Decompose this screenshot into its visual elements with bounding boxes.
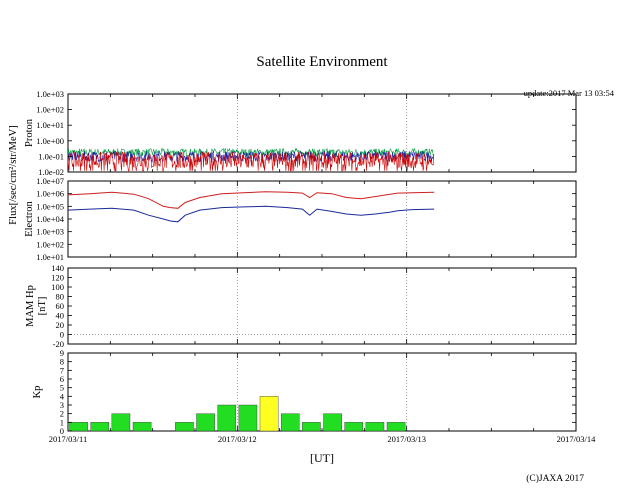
grid-lines: [68, 94, 576, 431]
proton-ytick: 1.0e+01: [36, 120, 64, 130]
kp-bar: [90, 422, 110, 432]
electron-ytick: 1.0e+02: [36, 239, 64, 249]
electron-series: [67, 191, 435, 223]
kp-bar: [69, 422, 88, 432]
kp-ytick: 8: [60, 357, 64, 367]
figure-title: Satellite Environment: [256, 54, 388, 70]
update-timestamp: update:2017 Mar 13 03:54: [524, 88, 615, 98]
proton-high-line: [67, 147, 435, 158]
kp-bar: [386, 422, 406, 432]
kp-bar: [259, 396, 279, 432]
kp-ytick: 0: [60, 426, 64, 436]
kp-ytick: 3: [60, 400, 64, 410]
electron-ylabel: Electron: [24, 200, 35, 236]
mam-ylabel-unit: [nT]: [37, 297, 48, 316]
kp-ytick: 4: [60, 391, 65, 401]
flux-unit-label: Flux[/sec/cm²/str/MeV]: [8, 125, 19, 224]
kp-bar: [196, 413, 215, 432]
kp-ytick: 6: [60, 374, 64, 384]
kp-yticks: 0 1 2 3 4 5 6 7 8 9: [60, 348, 65, 436]
proton-ylabel: Proton: [24, 118, 35, 147]
mam-ytick: 40: [56, 311, 65, 321]
electron-ytick: 1.0e+06: [36, 189, 64, 199]
x-axis-label: [UT]: [310, 451, 334, 465]
mam-ytick: 120: [51, 273, 64, 283]
axis-ticks: [68, 93, 576, 432]
kp-ytick: 5: [60, 383, 64, 393]
kp-panel-frame: [67, 352, 577, 432]
mam-ytick: -20: [53, 339, 64, 349]
electron-ytick: 1.0e+07: [36, 176, 64, 186]
electron-low-line: [67, 205, 435, 223]
kp-ytick: 7: [60, 365, 64, 375]
mam-ytick: 0: [60, 330, 64, 340]
kp-ytick: 2: [60, 409, 64, 419]
electron-yticks: 1.0e+01 1.0e+02 1.0e+03 1.0e+04 1.0e+05 …: [36, 176, 64, 262]
kp-bar: [238, 404, 258, 432]
mam-ylabel: MAM Hp: [25, 285, 36, 327]
mam-ytick: 20: [56, 320, 65, 330]
electron-panel-frame: [67, 180, 577, 258]
mam-panel-frame: [67, 267, 577, 345]
proton-ytick: 1.0e-02: [38, 167, 64, 177]
mam-ytick: 140: [51, 263, 64, 273]
kp-bars: [69, 396, 406, 432]
kp-bar: [175, 422, 194, 432]
kp-ylabel: Kp: [32, 386, 43, 399]
x-date-label: 2017/03/13: [387, 434, 426, 444]
proton-ytick: 1.0e+02: [36, 105, 64, 115]
kp-ytick: 9: [60, 348, 64, 358]
electron-ytick: 1.0e+03: [36, 227, 64, 237]
kp-bar: [323, 413, 342, 432]
mam-yticks: -20 0 20 40 60 80 100 120 140: [51, 263, 64, 349]
proton-yticks: 1.0e-02 1.0e-01 1.0e+00 1.0e+01 1.0e+02 …: [36, 89, 64, 177]
proton-ytick: 1.0e-01: [38, 151, 64, 161]
electron-ytick: 1.0e+01: [36, 252, 64, 262]
x-date-labels: 2017/03/11 2017/03/12 2017/03/13 2017/03…: [49, 434, 596, 444]
electron-ytick: 1.0e+04: [36, 214, 64, 224]
proton-ytick: 1.0e+03: [36, 89, 64, 99]
kp-ytick: 1: [60, 417, 64, 427]
x-date-label: 2017/03/12: [218, 434, 257, 444]
x-date-label: 2017/03/14: [557, 434, 596, 444]
proton-series: [67, 147, 435, 172]
mam-ytick: 60: [56, 301, 65, 311]
kp-bar: [217, 404, 237, 432]
electron-ytick: 1.0e+05: [36, 201, 64, 211]
copyright: (C)JAXA 2017: [526, 473, 584, 484]
proton-ytick: 1.0e+00: [36, 136, 64, 146]
kp-bar: [111, 413, 131, 432]
x-date-label: 2017/03/11: [49, 434, 87, 444]
kp-bar: [302, 422, 321, 432]
kp-bar: [132, 422, 152, 432]
mam-ytick: 80: [56, 292, 65, 302]
kp-bar: [344, 422, 364, 432]
kp-bar: [365, 422, 385, 432]
kp-bar: [280, 413, 300, 432]
electron-high-line: [67, 191, 435, 209]
mam-ytick: 100: [51, 282, 64, 292]
proton-low-line: [67, 150, 435, 172]
